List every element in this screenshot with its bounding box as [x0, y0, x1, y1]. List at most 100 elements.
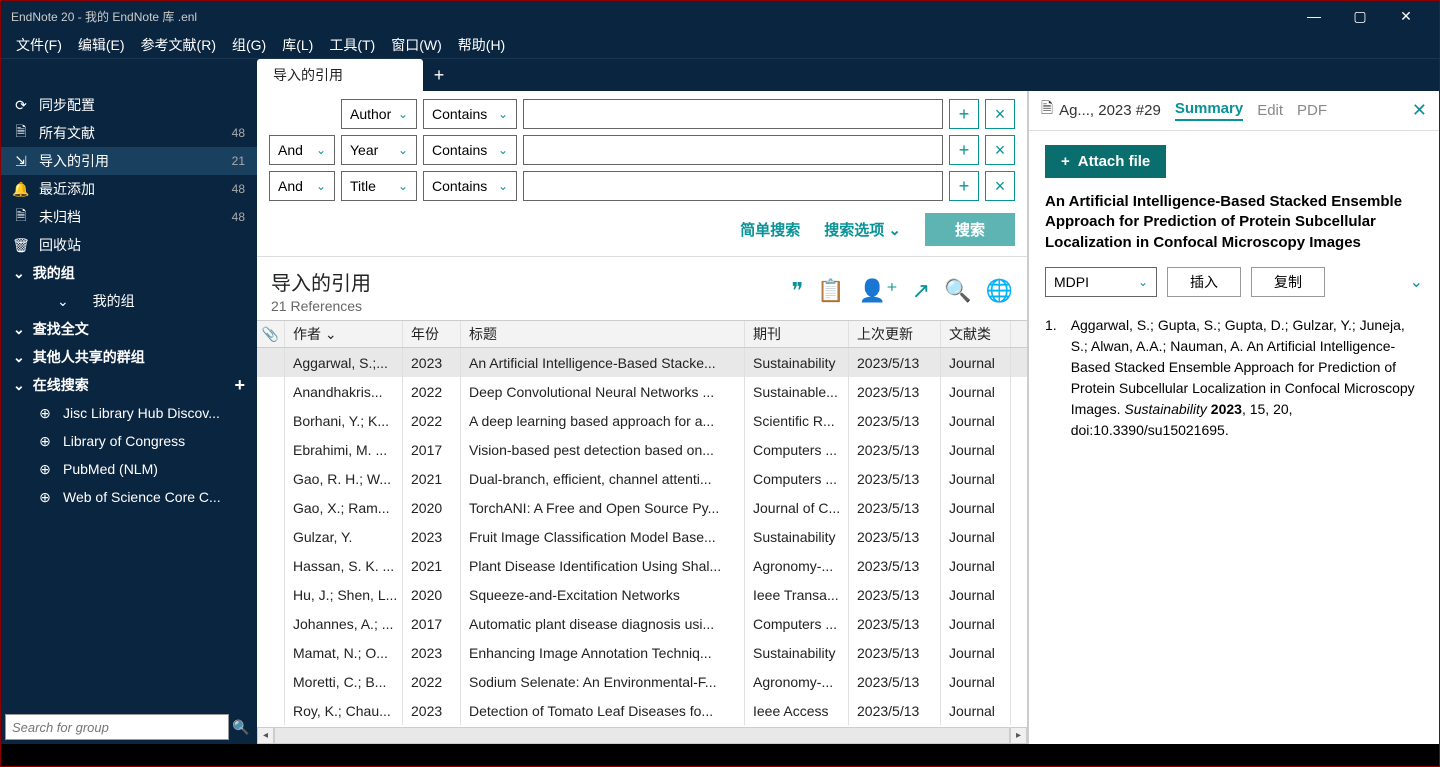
maximize-button[interactable]: ▢	[1337, 1, 1383, 31]
search-add-row-button[interactable]: +	[949, 171, 979, 201]
table-row[interactable]: Anandhakris...2022Deep Convolutional Neu…	[257, 377, 1027, 406]
sidebar-online-label: 在线搜索	[33, 375, 89, 395]
add-person-icon[interactable]: 👤⁺	[859, 278, 898, 304]
citation-style-select[interactable]: MDPI⌄	[1045, 267, 1157, 297]
cell-year: 2021	[403, 464, 461, 493]
sidebar-online-loc[interactable]: ⊕Library of Congress	[1, 427, 257, 455]
sidebar-online-wos[interactable]: ⊕Web of Science Core C...	[1, 483, 257, 511]
cell-updated: 2023/5/13	[849, 551, 941, 580]
table-row[interactable]: Aggarwal, S.;...2023An Artificial Intell…	[257, 348, 1027, 377]
table-row[interactable]: Roy, K.; Chau...2023Detection of Tomato …	[257, 696, 1027, 725]
menu-help[interactable]: 帮助(H)	[458, 35, 505, 55]
menu-window[interactable]: 窗口(W)	[391, 35, 442, 55]
menu-edit[interactable]: 编辑(E)	[78, 35, 125, 55]
sidebar-online-pubmed[interactable]: ⊕PubMed (NLM)	[1, 455, 257, 483]
menu-tools[interactable]: 工具(T)	[329, 35, 375, 55]
search-add-row-button[interactable]: +	[949, 99, 979, 129]
table-row[interactable]: Mamat, N.; O...2023Enhancing Image Annot…	[257, 638, 1027, 667]
web-icon[interactable]: 🌐	[986, 278, 1013, 304]
globe-icon: ⊕	[37, 461, 53, 478]
simple-search-link[interactable]: 简单搜索	[740, 219, 800, 240]
group-search-input[interactable]	[5, 714, 229, 740]
table-row[interactable]: Johannes, A.; ...2017Automatic plant dis…	[257, 609, 1027, 638]
minimize-button[interactable]: —	[1291, 1, 1337, 31]
search-op-select-1[interactable]: Contains⌄	[423, 99, 517, 129]
horizontal-scrollbar[interactable]: ◂ ▸	[257, 727, 1027, 744]
menu-library[interactable]: 库(L)	[282, 35, 313, 55]
close-button[interactable]: ✕	[1383, 1, 1429, 31]
menu-references[interactable]: 参考文献(R)	[141, 35, 216, 55]
table-row[interactable]: Gao, R. H.; W...2021Dual-branch, efficie…	[257, 464, 1027, 493]
search-op-select-3[interactable]: Contains⌄	[423, 171, 517, 201]
sidebar-mygroup-item[interactable]: ⌄ 我的组	[1, 287, 257, 315]
chevron-down-icon[interactable]: ⌄	[1410, 272, 1423, 292]
tab-summary[interactable]: Summary	[1175, 100, 1243, 121]
preview-close-button[interactable]: ✕	[1412, 100, 1427, 121]
search-bool-select-2[interactable]: And⌄	[269, 135, 335, 165]
sidebar-shared-header[interactable]: ⌄其他人共享的群组	[1, 343, 257, 371]
col-attachment[interactable]: 📎	[257, 321, 285, 347]
search-field-select-1[interactable]: Author⌄	[341, 99, 417, 129]
attach-file-button[interactable]: +Attach file	[1045, 145, 1166, 178]
tab-pdf[interactable]: PDF	[1297, 102, 1327, 119]
tab-edit[interactable]: Edit	[1257, 102, 1283, 119]
search-value-input-3[interactable]	[523, 171, 943, 201]
quote-icon[interactable]: ❞	[791, 278, 803, 304]
sidebar-online-jisc[interactable]: ⊕Jisc Library Hub Discov...	[1, 399, 257, 427]
share-icon[interactable]: ↗	[912, 278, 930, 304]
insert-button[interactable]: 插入	[1167, 267, 1241, 297]
tab-add-button[interactable]: +	[423, 59, 455, 91]
sidebar-all-label: 所有文献	[39, 123, 95, 143]
sidebar-fulltext-header[interactable]: ⌄查找全文	[1, 315, 257, 343]
col-type[interactable]: 文献类	[941, 321, 1011, 347]
sidebar-recent[interactable]: 🔔最近添加48	[1, 175, 257, 203]
search-remove-row-button[interactable]: ×	[985, 99, 1015, 129]
sidebar-recent-label: 最近添加	[39, 179, 95, 199]
sidebar-unfiled[interactable]: 🗎未归档48	[1, 203, 257, 231]
search-icon[interactable]: 🔍	[229, 714, 253, 740]
col-journal[interactable]: 期刊	[745, 321, 849, 347]
table-row[interactable]: Gao, X.; Ram...2020TorchANI: A Free and …	[257, 493, 1027, 522]
search-button[interactable]: 搜索	[925, 213, 1015, 246]
globe-icon: ⊕	[37, 433, 53, 450]
sidebar-online-header[interactable]: ⌄在线搜索+	[1, 371, 257, 399]
cell-type: Journal	[941, 522, 1011, 551]
add-icon[interactable]: +	[234, 375, 245, 396]
search-value-input-2[interactable]	[523, 135, 943, 165]
col-title[interactable]: 标题	[461, 321, 745, 347]
table-row[interactable]: Borhani, Y.; K...2022A deep learning bas…	[257, 406, 1027, 435]
search-remove-row-button[interactable]: ×	[985, 171, 1015, 201]
sidebar-sync[interactable]: ⟳同步配置	[1, 91, 257, 119]
search-op-select-2[interactable]: Contains⌄	[423, 135, 517, 165]
clipboard-icon[interactable]: 📋	[817, 278, 844, 304]
search-add-row-button[interactable]: +	[949, 135, 979, 165]
scroll-left-icon[interactable]: ◂	[257, 727, 274, 744]
search-value-input-1[interactable]	[523, 99, 943, 129]
search-field-select-2[interactable]: Year⌄	[341, 135, 417, 165]
search-options-link[interactable]: 搜索选项 ⌄	[824, 219, 901, 240]
table-row[interactable]: Hassan, S. K. ...2021Plant Disease Ident…	[257, 551, 1027, 580]
tab-imported[interactable]: 导入的引用	[257, 59, 423, 91]
sidebar-imported[interactable]: ⇲导入的引用21	[1, 147, 257, 175]
col-author[interactable]: 作者 ⌄	[285, 321, 403, 347]
search-bool-select-3[interactable]: And⌄	[269, 171, 335, 201]
cell-title: Vision-based pest detection based on...	[461, 435, 745, 464]
sidebar-mygroups-header[interactable]: ⌄我的组	[1, 259, 257, 287]
table-row[interactable]: Gulzar, Y.2023Fruit Image Classification…	[257, 522, 1027, 551]
table-row[interactable]: Ebrahimi, M. ...2017Vision-based pest de…	[257, 435, 1027, 464]
scroll-right-icon[interactable]: ▸	[1010, 727, 1027, 744]
sidebar-mygroups-label: 我的组	[33, 263, 75, 283]
menu-groups[interactable]: 组(G)	[232, 35, 266, 55]
table-row[interactable]: Moretti, C.; B...2022Sodium Selenate: An…	[257, 667, 1027, 696]
col-year[interactable]: 年份	[403, 321, 461, 347]
copy-button[interactable]: 复制	[1251, 267, 1325, 297]
col-updated[interactable]: 上次更新	[849, 321, 941, 347]
sidebar-trash[interactable]: 🗑回收站	[1, 231, 257, 259]
table-row[interactable]: Hu, J.; Shen, L...2020Squeeze-and-Excita…	[257, 580, 1027, 609]
sidebar-all-refs[interactable]: 🗎所有文献48	[1, 119, 257, 147]
cell-attachment	[257, 609, 285, 638]
menu-file[interactable]: 文件(F)	[16, 35, 62, 55]
find-icon[interactable]: 🔍	[944, 278, 971, 304]
search-remove-row-button[interactable]: ×	[985, 135, 1015, 165]
search-field-select-3[interactable]: Title⌄	[341, 171, 417, 201]
